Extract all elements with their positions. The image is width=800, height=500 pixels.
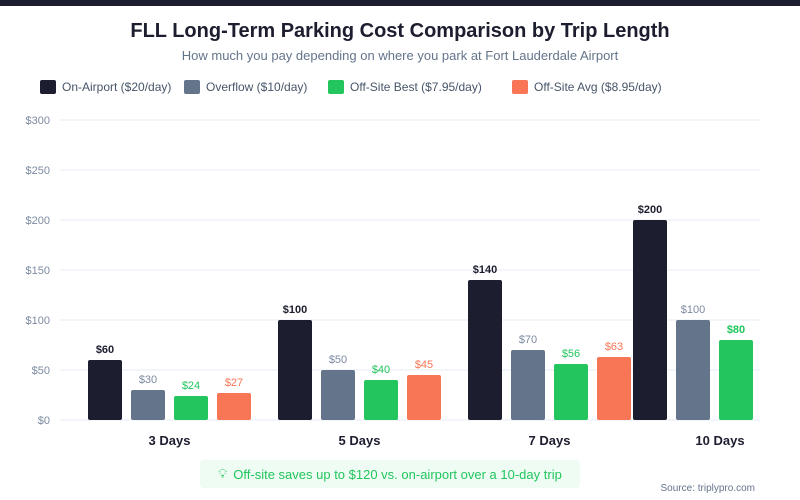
savings-callout: 💡︎ Off-site saves up to $120 vs. on-airp… xyxy=(200,460,580,488)
x-tick-label: 7 Days xyxy=(529,433,571,448)
x-tick-label: 5 Days xyxy=(339,433,381,448)
bar xyxy=(364,380,398,420)
bar xyxy=(407,375,441,420)
bar xyxy=(676,320,710,420)
data-label: $200 xyxy=(638,204,662,216)
x-tick-label: 10 Days xyxy=(695,433,744,448)
chart-subtitle: How much you pay depending on where you … xyxy=(181,48,619,63)
legend-label: Overflow ($10/day) xyxy=(206,80,308,94)
legend-label: Off-Site Avg ($8.95/day) xyxy=(534,80,662,94)
x-tick-label: 3 Days xyxy=(149,433,191,448)
callout-text: Off-site saves up to $120 vs. on-airport… xyxy=(233,466,562,482)
legend-swatch xyxy=(40,80,56,94)
bar xyxy=(511,350,545,420)
bar xyxy=(468,280,502,420)
legend-item-off-site-avg[interactable]: Off-Site Avg ($8.95/day) xyxy=(512,80,662,94)
y-tick-label: $250 xyxy=(26,165,50,177)
data-label: $30 xyxy=(139,374,157,386)
legend-item-off-site-best[interactable]: Off-Site Best ($7.95/day) xyxy=(328,80,482,94)
legend-item-overflow[interactable]: Overflow ($10/day) xyxy=(184,80,307,94)
source-credit: Source: triplypro.com xyxy=(660,483,755,494)
data-label: $50 xyxy=(329,354,347,366)
bar xyxy=(174,396,208,420)
lightbulb-icon: 💡︎ xyxy=(218,466,228,481)
chart-title: FLL Long-Term Parking Cost Comparison by… xyxy=(130,20,670,42)
bar-chart: $0 $50 $100 $150 $200 $250 $300 $60 $30 $24 $27 3 D… xyxy=(26,115,760,448)
data-label: $45 xyxy=(415,359,433,371)
bar xyxy=(278,320,312,420)
y-tick-label: $300 xyxy=(26,115,50,127)
bar xyxy=(217,393,251,420)
data-label: $40 xyxy=(372,364,390,376)
bar xyxy=(131,390,165,420)
data-label: $140 xyxy=(473,264,497,276)
legend-label: On-Airport ($20/day) xyxy=(62,80,172,94)
y-tick-label: $200 xyxy=(26,215,50,227)
data-label: $56 xyxy=(562,348,580,360)
bar xyxy=(321,370,355,420)
y-tick-label: $100 xyxy=(26,315,50,327)
data-label: $63 xyxy=(605,341,623,353)
legend-swatch xyxy=(328,80,344,94)
data-label: $70 xyxy=(519,334,537,346)
legend-swatch xyxy=(512,80,528,94)
y-tick-label: $150 xyxy=(26,265,50,277)
bar xyxy=(88,360,122,420)
legend-item-on-airport[interactable]: On-Airport ($20/day) xyxy=(40,80,171,94)
bar xyxy=(719,340,753,420)
y-tick-label: $0 xyxy=(38,415,50,427)
y-tick-label: $50 xyxy=(32,365,50,377)
bar xyxy=(554,364,588,420)
data-label: $24 xyxy=(182,380,200,392)
top-accent-bar xyxy=(0,0,800,6)
bar xyxy=(597,357,631,420)
data-label: $80 xyxy=(727,324,745,336)
data-label: $100 xyxy=(283,304,307,316)
data-label: $60 xyxy=(96,344,114,356)
data-label: $27 xyxy=(225,377,243,389)
data-label: $100 xyxy=(681,304,705,316)
bar xyxy=(633,220,667,420)
legend-swatch xyxy=(184,80,200,94)
legend-label: Off-Site Best ($7.95/day) xyxy=(350,80,482,94)
